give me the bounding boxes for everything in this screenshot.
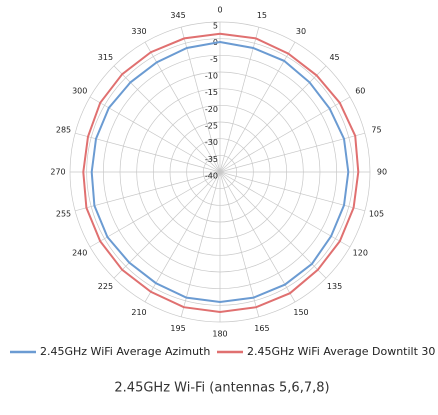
spoke (219, 171, 327, 279)
spoke (75, 132, 221, 173)
theta-tick-label: 60 (355, 87, 365, 96)
theta-tick-label: 285 (56, 126, 71, 135)
grid-circle (119, 71, 321, 273)
theta-tick-label: 165 (254, 324, 269, 333)
theta-tick-label: 150 (293, 308, 308, 317)
series-line (82, 32, 360, 314)
spoke (219, 171, 296, 303)
r-tick-label: -5 (210, 55, 218, 64)
theta-tick-label: 255 (56, 209, 71, 218)
theta-tick-label: 45 (329, 53, 339, 62)
legend-label: 2.45GHz WiFi Average Azimuth (40, 345, 210, 358)
theta-tick-label: 30 (296, 27, 306, 36)
grid-circle (136, 88, 304, 256)
r-tick-label: -30 (205, 138, 218, 147)
grid-circle (69, 21, 371, 323)
theta-tick-label: 180 (212, 330, 227, 339)
caption: 2.45GHz Wi-Fi (antennas 5,6,7,8) (114, 381, 329, 396)
grid-circle (186, 138, 254, 206)
grid-circle (152, 104, 288, 240)
r-tick-label: 5 (213, 22, 218, 31)
grid-circle (102, 54, 338, 290)
spoke (219, 96, 351, 173)
spoke (219, 171, 351, 248)
spoke (219, 171, 260, 317)
theta-tick-label: 210 (131, 308, 146, 317)
spoke (113, 65, 221, 173)
r-tick-label: -25 (205, 122, 218, 131)
spoke (219, 27, 260, 173)
series-line (90, 40, 350, 304)
theta-tick-label: 270 (50, 168, 65, 177)
spoke (180, 27, 221, 173)
theta-tick-label: 240 (72, 249, 87, 258)
theta-tick-label: 135 (327, 282, 342, 291)
theta-tick-label: 315 (98, 53, 113, 62)
r-tick-label: -35 (205, 155, 218, 164)
spoke (219, 132, 365, 173)
spoke (89, 96, 221, 173)
r-tick-label: -15 (205, 88, 218, 97)
theta-tick-label: 225 (98, 282, 113, 291)
legend-label: 2.45GHz WiFi Average Downtilt 30 (247, 345, 435, 358)
grid-circle (86, 38, 354, 306)
theta-tick-label: 195 (170, 324, 185, 333)
theta-tick-label: 345 (170, 11, 185, 20)
theta-tick-label: 120 (353, 249, 368, 258)
spoke (113, 171, 221, 279)
theta-tick-label: 330 (131, 27, 146, 36)
theta-tick-label: 75 (371, 126, 381, 135)
r-tick-label: -20 (205, 105, 218, 114)
r-tick-label: -40 (205, 172, 218, 181)
theta-tick-label: 90 (377, 168, 387, 177)
grid-circle (202, 154, 238, 190)
theta-tick-label: 300 (72, 87, 87, 96)
spoke (219, 171, 365, 212)
spoke (75, 171, 221, 212)
theta-tick-label: 105 (369, 209, 384, 218)
r-tick-label: -10 (205, 72, 218, 81)
spoke (89, 171, 221, 248)
grid-circle (169, 121, 271, 223)
theta-tick-label: 15 (257, 11, 267, 20)
spoke (219, 41, 296, 173)
spoke (144, 171, 221, 303)
spoke (144, 41, 221, 173)
theta-tick-label: 0 (217, 6, 222, 15)
spoke (219, 65, 327, 173)
spoke (180, 171, 221, 317)
